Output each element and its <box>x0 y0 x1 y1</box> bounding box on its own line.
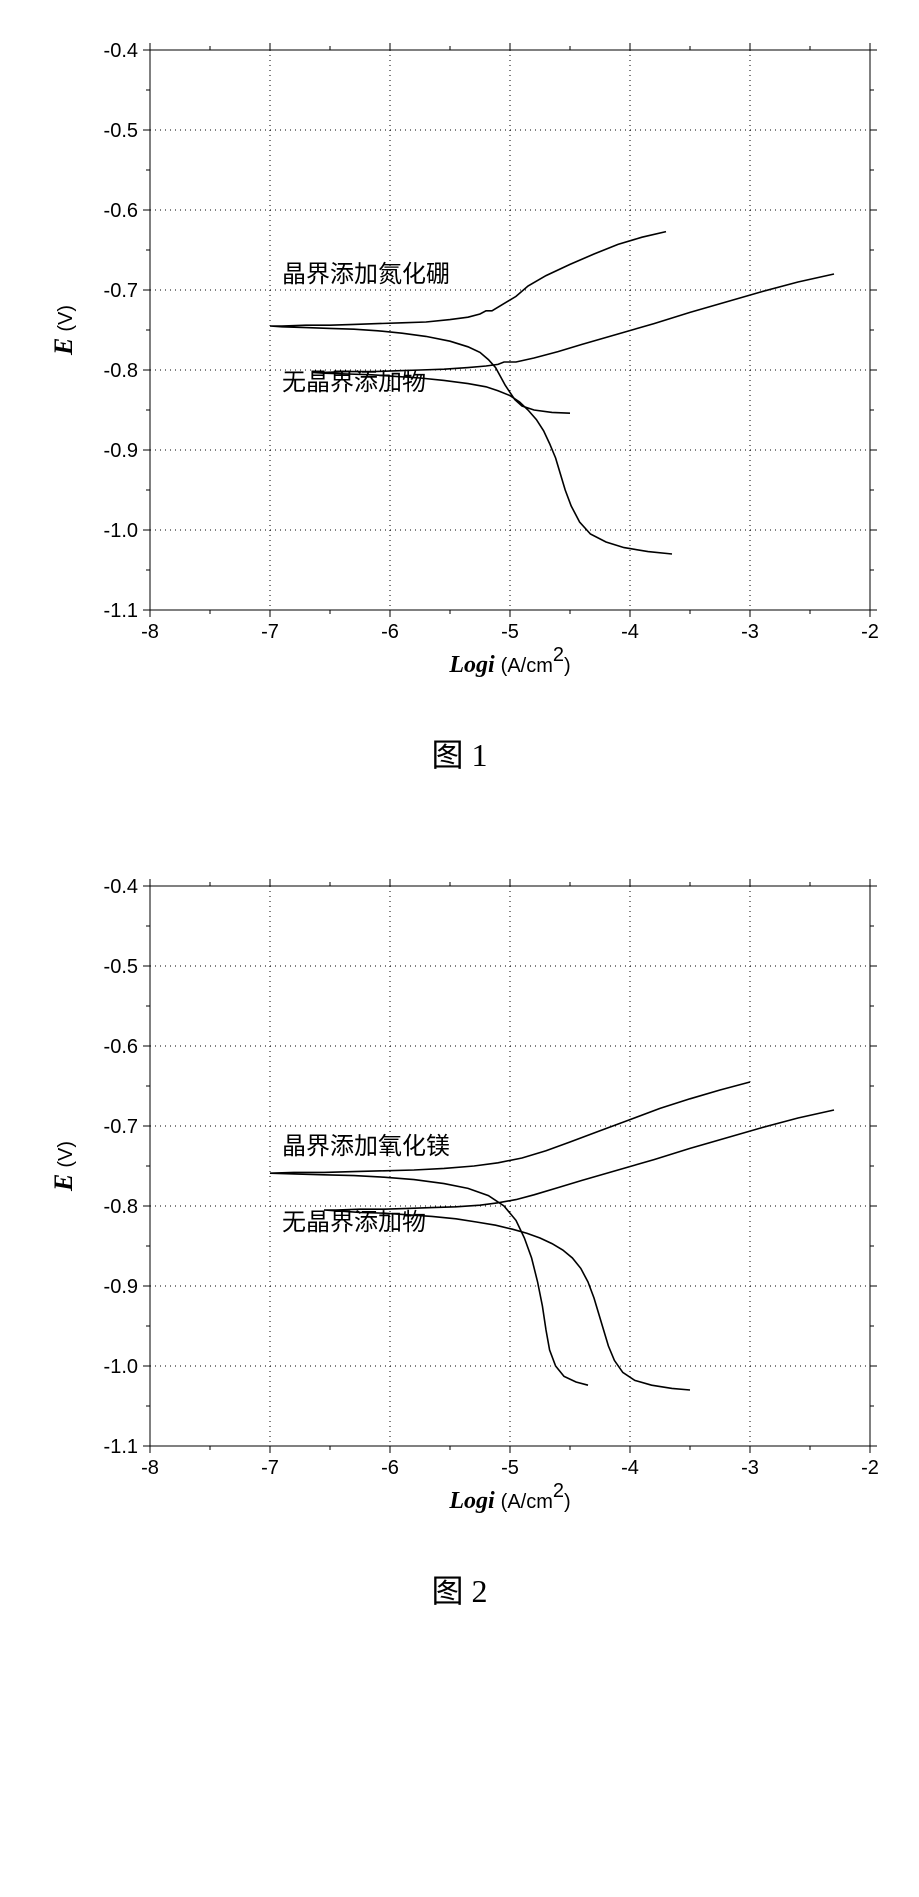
series-label-1: 无晶界添加物 <box>282 1209 426 1236</box>
svg-text:-7: -7 <box>261 621 279 643</box>
svg-text:-2: -2 <box>861 621 879 643</box>
svg-text:-0.8: -0.8 <box>103 1196 137 1218</box>
svg-text:-0.5: -0.5 <box>103 120 137 142</box>
svg-text:-8: -8 <box>141 1457 159 1479</box>
svg-text:-0.4: -0.4 <box>103 876 137 898</box>
figure-1: -1.1 -1.0 -0.9 -0.8 -0.7 -0.6 -0.5 -0.4 -8 -7 -6 -5… <box>20 20 900 776</box>
svg-text:-1.0: -1.0 <box>103 1356 137 1378</box>
series-label-1: 无晶界添加物 <box>282 369 426 396</box>
figure-2: -1.1 -1.0 -0.9 -0.8 -0.7 -0.6 -0.5 -0.4 -8 -7 -6 -5… <box>20 856 900 1612</box>
svg-text:-0.9: -0.9 <box>103 1276 137 1298</box>
svg-text:-1.1: -1.1 <box>103 600 137 622</box>
svg-text:-1.0: -1.0 <box>103 520 137 542</box>
svg-text:-4: -4 <box>621 1457 639 1479</box>
svg-text:-0.6: -0.6 <box>103 1036 137 1058</box>
svg-text:-0.7: -0.7 <box>103 1116 137 1138</box>
x-axis-title: Logi(A/cm2) <box>448 1480 570 1514</box>
chart-1: -1.1 -1.0 -0.9 -0.8 -0.7 -0.6 -0.5 -0.4 -8 -7 -6 -5… <box>20 20 900 700</box>
svg-text:-8: -8 <box>141 621 159 643</box>
svg-text:-5: -5 <box>501 1457 519 1479</box>
svg-text:-0.5: -0.5 <box>103 956 137 978</box>
y-axis-title: E(V) <box>49 1141 78 1192</box>
svg-text:-3: -3 <box>741 621 759 643</box>
figure-caption-2: 图 2 <box>431 1566 487 1612</box>
svg-text:-6: -6 <box>381 621 399 643</box>
svg-text:-6: -6 <box>381 1457 399 1479</box>
svg-text:-1.1: -1.1 <box>103 1436 137 1458</box>
svg-text:-4: -4 <box>621 621 639 643</box>
chart-2: -1.1 -1.0 -0.9 -0.8 -0.7 -0.6 -0.5 -0.4 -8 -7 -6 -5… <box>20 856 900 1536</box>
svg-text:-0.7: -0.7 <box>103 280 137 302</box>
svg-text:-0.8: -0.8 <box>103 360 137 382</box>
svg-text:-0.6: -0.6 <box>103 200 137 222</box>
svg-text:-2: -2 <box>861 1457 879 1479</box>
series-label-0: 晶界添加氧化镁 <box>282 1133 450 1160</box>
x-axis-title: Logi(A/cm2) <box>448 644 570 678</box>
svg-text:-0.4: -0.4 <box>103 40 137 62</box>
svg-text:-5: -5 <box>501 621 519 643</box>
svg-text:-7: -7 <box>261 1457 279 1479</box>
series-label-0: 晶界添加氮化硼 <box>282 261 450 288</box>
y-axis-title: E(V) <box>49 305 78 356</box>
figure-caption-1: 图 1 <box>431 730 487 776</box>
svg-text:-3: -3 <box>741 1457 759 1479</box>
svg-text:-0.9: -0.9 <box>103 440 137 462</box>
